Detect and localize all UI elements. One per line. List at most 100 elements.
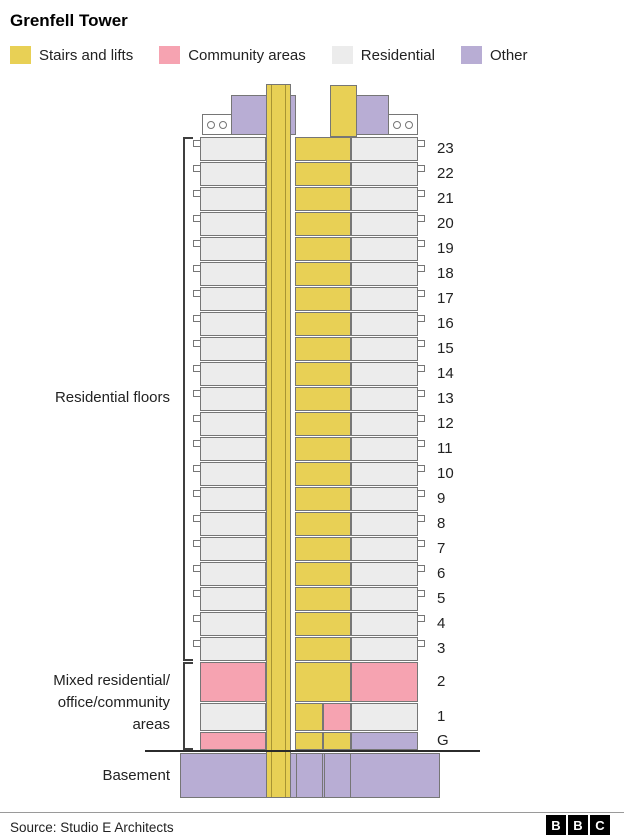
floor-row-G xyxy=(200,732,418,750)
floor-2-right-block xyxy=(351,662,418,702)
floor-number-19: 19 xyxy=(437,240,454,257)
floor-row-7 xyxy=(193,537,425,561)
floor-number-6: 6 xyxy=(437,565,446,582)
floor-17-left-block xyxy=(200,287,266,311)
floor-7-mid-block xyxy=(295,537,351,561)
floor-1-mid-block xyxy=(323,703,351,731)
floor-6-left-block xyxy=(200,562,266,586)
floor-11-left-block xyxy=(200,437,266,461)
floor-15-mid-block xyxy=(295,337,351,361)
legend-label: Other xyxy=(489,46,528,64)
floor-10-mid-block xyxy=(295,462,351,486)
footer-divider xyxy=(0,812,624,813)
floor-number-9: 9 xyxy=(437,490,446,507)
floor-21-mid-block xyxy=(295,187,351,211)
floor-number-13: 13 xyxy=(437,390,454,407)
floor-22-right-block xyxy=(351,162,418,186)
floor-number-23: 23 xyxy=(437,140,454,157)
floor-12-right-block xyxy=(351,412,418,436)
floor-2-left-block xyxy=(200,662,266,702)
floor-10-left-block xyxy=(200,462,266,486)
legend-item-other: Other xyxy=(460,46,528,64)
floor-23-right-block xyxy=(351,137,418,161)
floor-row-8 xyxy=(193,512,425,536)
floor-18-mid-block xyxy=(295,262,351,286)
floor-10-right-block xyxy=(351,462,418,486)
floor-23-left-block xyxy=(200,137,266,161)
lift-overrun-block xyxy=(330,85,357,137)
floor-22-left-block xyxy=(200,162,266,186)
basement-label: Basement xyxy=(102,767,170,784)
floor-G-mid-block xyxy=(295,732,323,750)
floor-2-mid-block xyxy=(295,662,351,702)
legend-item-stairs: Stairs and lifts xyxy=(10,46,133,64)
floor-20-right-block xyxy=(351,212,418,236)
floor-22-mid-area xyxy=(295,162,351,186)
floor-G-left-block xyxy=(200,732,266,750)
basement-room xyxy=(296,753,323,798)
roof-vent-right xyxy=(388,114,418,135)
mixed-areas-label-line1: Mixed residential/ xyxy=(53,672,170,689)
floor-3-right-block xyxy=(351,637,418,661)
floor-1-right-block xyxy=(351,703,418,731)
floor-14-mid-block xyxy=(295,362,351,386)
floor-18-right-block xyxy=(351,262,418,286)
floor-5-right-block xyxy=(351,587,418,611)
floor-row-14 xyxy=(193,362,425,386)
floor-number-21: 21 xyxy=(437,190,454,207)
floor-2-mid-area xyxy=(295,662,351,702)
floor-8-left-block xyxy=(200,512,266,536)
floor-9-mid-block xyxy=(295,487,351,511)
bbc-logo-letter: B xyxy=(568,815,588,835)
floor-number-1: 1 xyxy=(437,708,446,725)
floor-15-mid-area xyxy=(295,337,351,361)
floor-23-mid-block xyxy=(295,137,351,161)
floor-6-right-block xyxy=(351,562,418,586)
floor-6-mid-area xyxy=(295,562,351,586)
stairs-swatch xyxy=(10,46,31,64)
floor-8-mid-block xyxy=(295,512,351,536)
floor-row-16 xyxy=(193,312,425,336)
floor-14-right-block xyxy=(351,362,418,386)
floor-1-left-block xyxy=(200,703,266,731)
floor-4-left-block xyxy=(200,612,266,636)
floor-13-left-block xyxy=(200,387,266,411)
floor-13-mid-block xyxy=(295,387,351,411)
floor-18-left-block xyxy=(200,262,266,286)
residential-floors-label: Residential floors xyxy=(54,389,170,406)
floor-14-left-block xyxy=(200,362,266,386)
residential-floors-bracket xyxy=(183,137,193,661)
floor-1-mid-block xyxy=(295,703,323,731)
floor-8-mid-area xyxy=(295,512,351,536)
floor-3-mid-block xyxy=(295,637,351,661)
floor-7-right-block xyxy=(351,537,418,561)
floor-4-mid-block xyxy=(295,612,351,636)
floor-21-left-block xyxy=(200,187,266,211)
floor-15-left-block xyxy=(200,337,266,361)
vent-circle xyxy=(393,120,401,129)
legend-item-community: Community areas xyxy=(159,46,306,64)
floor-number-7: 7 xyxy=(437,540,446,557)
floor-15-right-block xyxy=(351,337,418,361)
floor-16-right-block xyxy=(351,312,418,336)
floor-20-left-block xyxy=(200,212,266,236)
floor-number-3: 3 xyxy=(437,640,446,657)
floor-12-left-block xyxy=(200,412,266,436)
floor-18-mid-area xyxy=(295,262,351,286)
floor-number-22: 22 xyxy=(437,165,454,182)
floor-4-right-block xyxy=(351,612,418,636)
floor-row-2 xyxy=(200,662,418,702)
mixed-floors-bracket xyxy=(183,662,193,750)
floor-19-mid-area xyxy=(295,237,351,261)
floor-row-12 xyxy=(193,412,425,436)
floor-16-left-block xyxy=(200,312,266,336)
floor-G-right-block xyxy=(351,732,418,750)
floor-row-4 xyxy=(193,612,425,636)
floor-19-mid-block xyxy=(295,237,351,261)
floor-row-10 xyxy=(193,462,425,486)
floor-row-17 xyxy=(193,287,425,311)
floor-12-mid-area xyxy=(295,412,351,436)
legend: Stairs and lifts Community areas Residenti… xyxy=(10,46,528,64)
floor-9-mid-area xyxy=(295,487,351,511)
